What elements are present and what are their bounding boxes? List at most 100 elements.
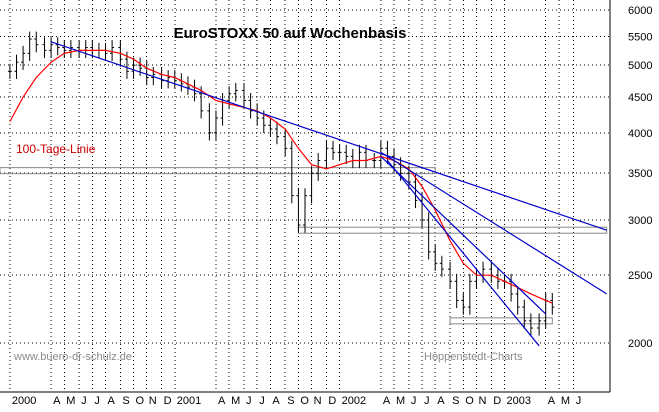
- price-bar: [433, 244, 438, 271]
- y-tick-label: 2500: [628, 270, 652, 282]
- price-bar: [255, 103, 260, 126]
- price-bar: [7, 63, 12, 79]
- price-bar: [309, 165, 314, 204]
- price-bar: [62, 40, 67, 59]
- support-band: [0, 167, 436, 175]
- price-bar: [337, 144, 342, 160]
- x-tick-label: S: [287, 395, 294, 407]
- price-bar: [77, 40, 82, 59]
- x-tick-label: M: [66, 395, 75, 407]
- y-tick-label: 3500: [628, 168, 652, 180]
- price-bar: [242, 82, 246, 109]
- trend-line: [380, 151, 608, 295]
- y-tick-label: 4000: [628, 128, 652, 140]
- trend-lines: [50, 41, 608, 347]
- price-bar: [55, 37, 60, 56]
- price-bar: [439, 255, 444, 277]
- price-bar: [213, 110, 218, 141]
- support-bands: [0, 167, 608, 325]
- x-tick-label: D: [328, 395, 336, 407]
- x-tick-label: M: [231, 395, 240, 407]
- y-tick-label: 2000: [628, 338, 652, 350]
- price-bar: [550, 292, 555, 315]
- y-tick-label: 6000: [628, 5, 652, 17]
- price-bar: [426, 212, 431, 260]
- watermark-left: www.buero-dr-schulz.de: [13, 351, 132, 363]
- trend-line: [50, 41, 607, 231]
- price-bar: [27, 31, 32, 61]
- price-bar: [372, 153, 377, 169]
- price-bar: [268, 117, 273, 137]
- price-bar: [489, 261, 494, 283]
- y-tick-label: 3000: [628, 215, 652, 227]
- price-bar: [357, 144, 362, 169]
- price-bar: [179, 73, 184, 92]
- price-bar: [248, 92, 253, 119]
- price-bar: [42, 37, 47, 59]
- moving-average: [9, 49, 553, 304]
- x-tick-label: M: [561, 395, 570, 407]
- price-bar: [331, 140, 336, 160]
- x-tick-label: A: [548, 395, 556, 407]
- price-bar: [14, 54, 19, 79]
- chart-title: EuroSTOXX 50 auf Wochenbasis: [174, 25, 407, 42]
- price-bar: [233, 82, 238, 102]
- price-bar: [199, 86, 204, 119]
- price-bar: [448, 261, 453, 289]
- x-tick-label: S: [452, 395, 459, 407]
- x-tick-label: D: [164, 395, 172, 407]
- price-bar: [303, 188, 307, 233]
- price-bar: [454, 273, 459, 309]
- price-bar: [543, 292, 548, 329]
- price-bar: [172, 70, 177, 89]
- price-bar: [283, 129, 288, 156]
- x-tick-label: J: [94, 395, 100, 407]
- x-tick-label: O: [465, 395, 474, 407]
- y-tick-label: 5500: [628, 31, 652, 43]
- price-bar: [344, 144, 349, 165]
- price-bar: [138, 57, 143, 76]
- x-tick-label: N: [149, 395, 157, 407]
- x-tick-label: J: [424, 395, 430, 407]
- price-bar: [207, 103, 212, 141]
- price-bar: [515, 286, 520, 315]
- price-bar: [413, 174, 418, 209]
- price-bar: [461, 292, 466, 315]
- y-tick-label: 4500: [628, 92, 652, 104]
- price-bar: [103, 42, 108, 61]
- x-tick-label: 2001: [177, 395, 201, 407]
- x-tick-label: O: [300, 395, 309, 407]
- x-tick-label: O: [136, 395, 145, 407]
- price-bar: [144, 60, 149, 86]
- ma-label: 100-Tage-Linie: [16, 142, 96, 156]
- x-tick-label: 2000: [12, 395, 36, 407]
- price-bar: [274, 121, 279, 145]
- x-tick-label: M: [396, 395, 405, 407]
- x-tick-label: J: [411, 395, 417, 407]
- x-tick-label: J: [246, 395, 252, 407]
- price-bar: [185, 76, 190, 95]
- price-bar: [49, 37, 54, 59]
- price-bar: [21, 45, 26, 70]
- moving-average-line: [9, 49, 553, 304]
- x-tick-label: S: [122, 395, 129, 407]
- price-bar: [528, 313, 533, 336]
- price-bar: [34, 31, 39, 53]
- price-bars: [7, 31, 555, 336]
- price-bar: [289, 140, 294, 204]
- price-bar: [83, 40, 88, 59]
- x-tick-label: A: [53, 395, 61, 407]
- trend-line: [386, 160, 540, 347]
- x-tick-label: 2002: [342, 395, 366, 407]
- price-bar: [378, 140, 383, 169]
- grid: [0, 0, 610, 392]
- price-bar: [131, 57, 136, 79]
- price-bar: [537, 313, 542, 336]
- x-tick-label: J: [259, 395, 265, 407]
- support-band: [449, 317, 553, 325]
- price-bar: [110, 40, 115, 61]
- price-bar: [467, 273, 472, 315]
- support-band: [297, 226, 608, 234]
